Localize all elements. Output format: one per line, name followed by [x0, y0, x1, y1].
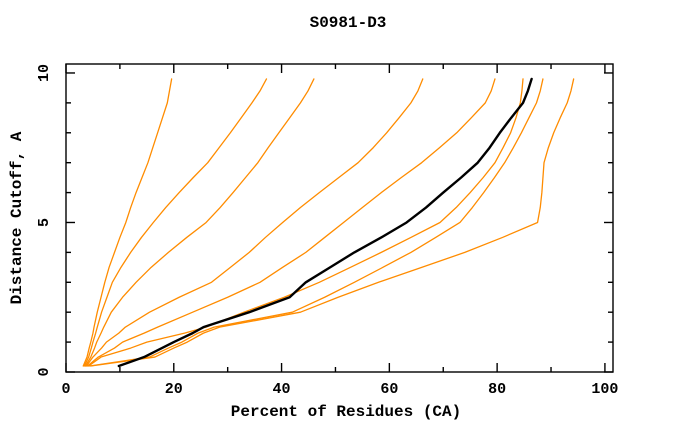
y-tick-label: 0 — [36, 367, 53, 376]
curve-model-4 — [85, 78, 424, 367]
curve-model-7 — [89, 78, 544, 367]
x-tick-label: 0 — [61, 381, 70, 398]
y-tick-label: 5 — [36, 218, 53, 227]
x-tick-label: 60 — [380, 381, 398, 398]
curve-model-2 — [83, 78, 268, 367]
x-tick-label: 100 — [591, 381, 618, 398]
x-tick-label: 40 — [273, 381, 291, 398]
curve-model-6 — [87, 78, 524, 367]
x-tick-label: 20 — [165, 381, 183, 398]
plot-frame — [65, 63, 614, 373]
curve-model-1 — [82, 78, 173, 367]
curve-model-3 — [84, 78, 315, 367]
chart-title: S0981-D3 — [309, 14, 387, 32]
x-axis-title: Percent of Residues (CA) — [230, 403, 462, 421]
y-tick-label: 10 — [36, 64, 53, 82]
curve-model-5 — [86, 78, 496, 367]
curve-reference — [117, 77, 533, 368]
curve-model-8 — [90, 78, 575, 367]
x-tick-label: 80 — [488, 381, 506, 398]
